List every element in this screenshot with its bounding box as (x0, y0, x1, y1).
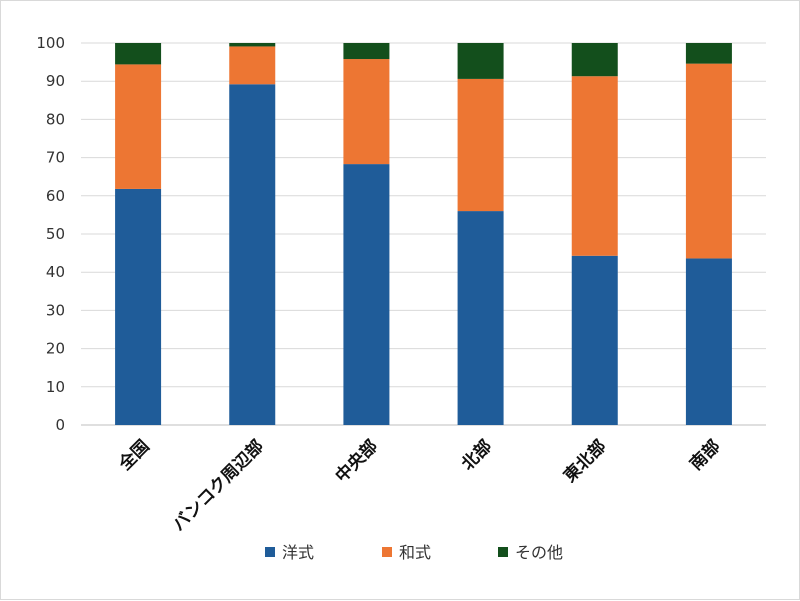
bar-segment (343, 59, 390, 165)
bar-segment (115, 188, 162, 425)
y-tick-label: 90 (46, 72, 65, 90)
bar-segment (685, 43, 732, 64)
x-tick-label: 全国 (114, 436, 154, 476)
bar-segment (115, 43, 162, 65)
bar-segment (685, 63, 732, 259)
legend-swatch (498, 547, 508, 557)
bar-segment (343, 43, 390, 60)
x-tick-label: 南部 (686, 436, 725, 475)
legend-swatch (382, 547, 392, 557)
y-tick-label: 80 (46, 110, 65, 128)
bar-segment (343, 164, 390, 425)
y-tick-label: 10 (46, 378, 65, 396)
y-tick-label: 0 (55, 416, 65, 434)
y-tick-label: 60 (46, 187, 65, 205)
bar-segment (457, 43, 504, 79)
bar-segment (685, 258, 732, 425)
x-tick-label: 中央部 (331, 436, 382, 487)
y-tick-label: 100 (36, 34, 65, 52)
legend-label: その他 (515, 543, 563, 562)
x-tick-label: 北部 (457, 436, 496, 475)
legend-label: 洋式 (282, 543, 314, 562)
legend-label: 和式 (399, 543, 431, 562)
x-tick-label: 東北部 (559, 436, 610, 487)
y-tick-label: 50 (46, 225, 65, 243)
bar-segment (229, 43, 276, 47)
bar-segment (571, 76, 618, 256)
bar-segment (571, 43, 618, 77)
y-tick-label: 20 (46, 340, 65, 358)
bar-segment (457, 211, 504, 425)
bar-segment (571, 255, 618, 425)
y-tick-label: 70 (46, 149, 65, 167)
y-tick-label: 40 (46, 263, 65, 281)
bar-segment (115, 64, 162, 189)
legend-swatch (265, 547, 275, 557)
bar-segment (229, 84, 276, 426)
bar-segment (457, 78, 504, 212)
bar-segment (229, 46, 276, 85)
y-tick-label: 30 (46, 301, 65, 319)
x-tick-label: バンコク周辺部 (168, 436, 268, 536)
